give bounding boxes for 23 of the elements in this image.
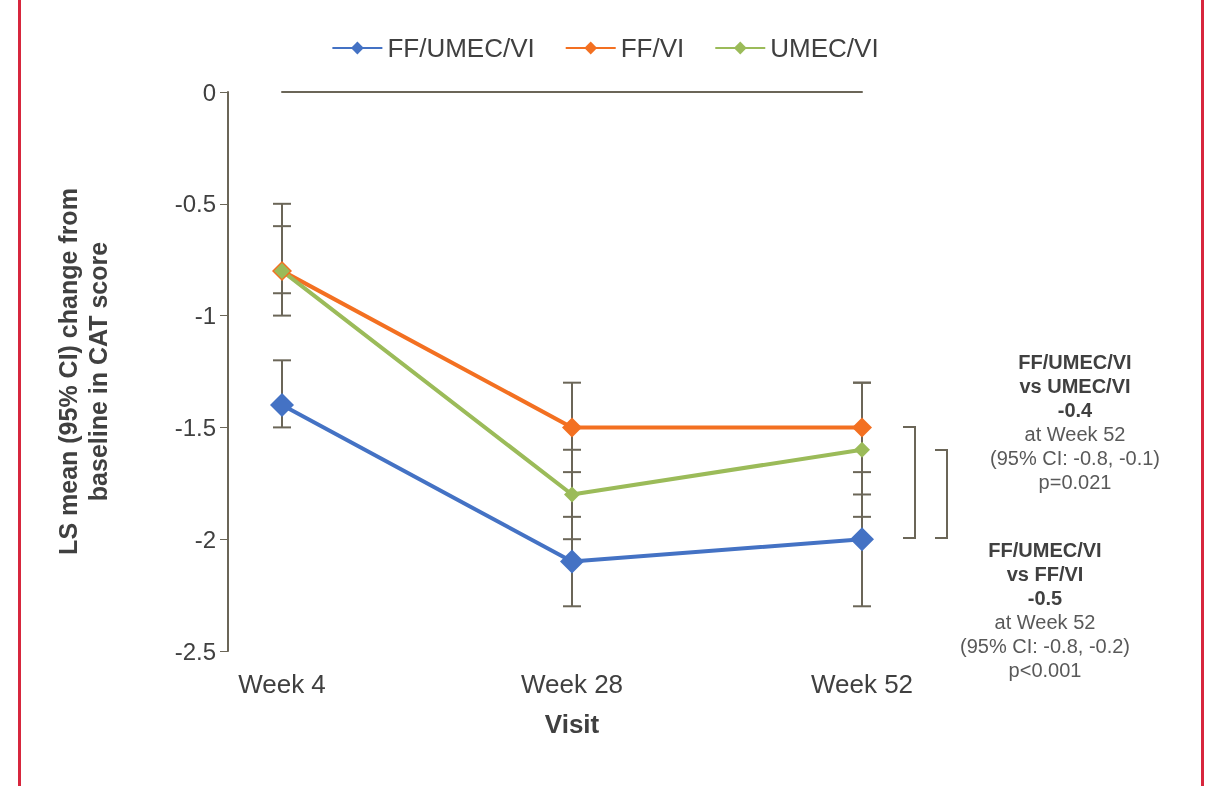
legend-label: FF/VI (620, 33, 685, 63)
y-tick-label: -2 (194, 525, 216, 553)
y-tick-label: 0 (202, 78, 216, 106)
point (854, 441, 870, 458)
point (560, 549, 584, 574)
x-tick-label: Week 4 (238, 669, 326, 699)
text: FF/UMEC/VI vs UMEC/VI -0.4 at Week 52 (95% CI: -0.8, -0.1) p=0.021 (989, 351, 1161, 493)
y-tick-label: -1.5 (174, 413, 216, 441)
y-axis-title: LS mean (95% CI) change from baseline in CAT score (54, 188, 112, 555)
y-tick-label: -0.5 (174, 190, 216, 218)
point (852, 417, 872, 438)
x-tick-label: Week 28 (520, 669, 624, 699)
x-tick-label: Week 52 (810, 669, 914, 699)
legend-label: FF/UMEC/VI (387, 33, 535, 63)
text: FF/UMEC/VI vs FF/VI -0.5 at Week 52 (95% CI: -0.8, -0.2) p<0.001 (959, 539, 1131, 681)
point (270, 393, 294, 418)
point (850, 527, 874, 552)
x-axis-title: Visit (544, 709, 600, 739)
point (564, 486, 580, 503)
legend-label: UMEC/VI (770, 33, 879, 63)
y-tick-label: -1 (194, 302, 216, 330)
y-tick-label: -2.5 (174, 637, 216, 665)
point (562, 417, 582, 438)
